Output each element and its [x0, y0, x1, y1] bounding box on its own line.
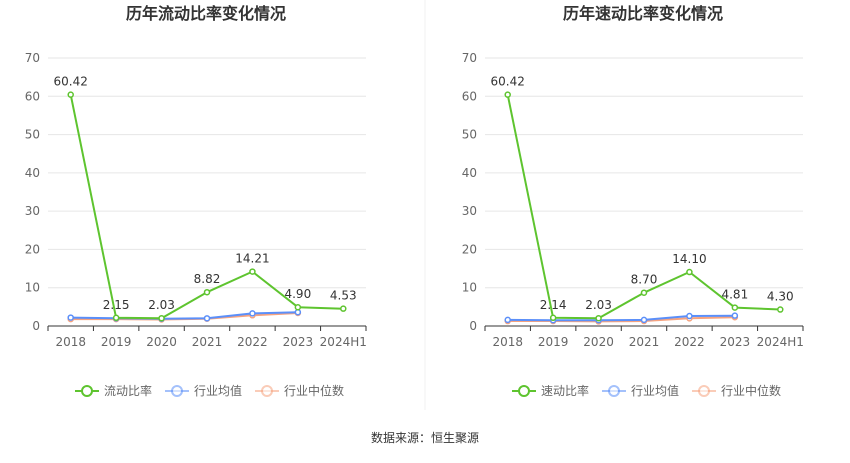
- y-tick-label: 0: [469, 319, 477, 333]
- legend-item-avg: 行业均值: [602, 383, 679, 398]
- legend-marker: [608, 385, 620, 397]
- x-tick-label: 2020: [583, 335, 614, 349]
- series-line-avg: [70, 311, 298, 320]
- data-point-avg: [203, 315, 211, 322]
- y-tick-label: 60: [25, 89, 40, 103]
- data-point-avg: [249, 310, 256, 317]
- legend-marker: [261, 385, 273, 397]
- data-point-main: [203, 288, 211, 296]
- y-tick-label: 60: [462, 89, 477, 103]
- x-tick-label: 2020: [146, 335, 177, 349]
- data-point-avg: [504, 316, 511, 324]
- data-point-main: [731, 304, 739, 311]
- legend-label: 流动比率: [104, 383, 152, 398]
- y-tick-label: 30: [462, 204, 477, 218]
- data-point-main: [686, 268, 693, 276]
- data-point-main: [294, 303, 302, 311]
- data-point-main: [112, 314, 120, 322]
- legend-label: 行业中位数: [284, 383, 344, 398]
- data-point-avg: [640, 316, 648, 324]
- data-point-main: [249, 268, 256, 275]
- legend-marker: [698, 385, 710, 397]
- data-source: 数据来源：恒生聚源: [370, 431, 479, 445]
- data-label: 14.21: [235, 252, 269, 266]
- legend-marker: [81, 385, 93, 397]
- data-point-main: [158, 314, 165, 322]
- chart-panel-1: 历年流动比率变化情况 0 10 20 30 40 50 60 70 2018 2019 2020 202…: [25, 4, 367, 398]
- x-tick-label: 2024H1: [757, 335, 804, 349]
- chart-title: 历年速动比率变化情况: [563, 4, 723, 23]
- x-tick-label: 2023: [283, 335, 314, 349]
- legend-item-median: 行业中位数: [255, 383, 344, 398]
- data-point-main: [549, 314, 557, 322]
- x-tick-label: 2022: [237, 335, 268, 349]
- data-label: 60.42: [54, 75, 88, 89]
- data-point-avg: [731, 312, 739, 319]
- series-line-avg: [507, 314, 735, 322]
- data-label: 2.14: [540, 298, 567, 312]
- chart-title: 历年流动比率变化情况: [126, 4, 286, 23]
- y-tick-label: 30: [25, 204, 40, 218]
- x-tick-label: 2024H1: [320, 335, 367, 349]
- data-point-main: [595, 314, 602, 322]
- data-label: 14.10: [672, 252, 706, 266]
- data-point-main: [640, 289, 648, 296]
- data-label: 4.90: [284, 287, 311, 301]
- data-point-main: [340, 305, 347, 312]
- data-label: 8.82: [194, 272, 221, 286]
- y-tick-label: 10: [462, 281, 477, 295]
- data-label: 60.42: [491, 75, 525, 89]
- data-label: 2.03: [585, 298, 612, 312]
- data-point-main: [67, 91, 74, 98]
- data-point-avg: [67, 314, 74, 321]
- data-label: 4.30: [767, 290, 794, 304]
- x-tick-label: 2021: [629, 335, 660, 349]
- legend-item-avg: 行业均值: [165, 383, 242, 398]
- legend-label: 行业中位数: [721, 383, 781, 398]
- x-tick-label: 2019: [101, 335, 132, 349]
- y-tick-label: 40: [25, 166, 40, 180]
- legend-label: 行业均值: [631, 383, 679, 398]
- legend-marker: [171, 385, 183, 397]
- data-point-avg: [686, 312, 693, 320]
- x-tick-label: 2018: [492, 335, 523, 349]
- y-tick-label: 20: [462, 242, 477, 256]
- y-tick-label: 20: [25, 242, 40, 256]
- legend-label: 行业均值: [194, 383, 242, 398]
- x-tick-label: 2023: [720, 335, 751, 349]
- data-label: 4.53: [330, 289, 357, 303]
- y-tick-label: 50: [25, 128, 40, 142]
- x-tick-label: 2019: [538, 335, 569, 349]
- y-tick-label: 0: [32, 319, 40, 333]
- y-tick-label: 10: [25, 281, 40, 295]
- x-tick-label: 2018: [55, 335, 86, 349]
- chart-panel-2: 历年速动比率变化情况 0 10 20 30 40 50 60 70 2018 2019 2020 202…: [462, 4, 804, 398]
- legend-item-main: 流动比率: [75, 383, 152, 398]
- y-tick-label: 40: [462, 166, 477, 180]
- data-label: 2.15: [103, 298, 130, 312]
- x-tick-label: 2022: [674, 335, 705, 349]
- legend-item-main: 速动比率: [512, 383, 589, 398]
- data-label: 8.70: [631, 273, 658, 287]
- data-label: 4.81: [721, 288, 748, 302]
- data-label: 2.03: [148, 298, 175, 312]
- data-point-main: [777, 306, 784, 313]
- legend-label: 速动比率: [541, 383, 589, 398]
- y-tick-label: 50: [462, 128, 477, 142]
- data-point-main: [504, 91, 511, 98]
- legend-marker: [518, 385, 530, 397]
- y-tick-label: 70: [25, 51, 40, 65]
- legend-item-median: 行业中位数: [692, 383, 781, 398]
- y-tick-label: 70: [462, 51, 477, 65]
- x-tick-label: 2021: [192, 335, 223, 349]
